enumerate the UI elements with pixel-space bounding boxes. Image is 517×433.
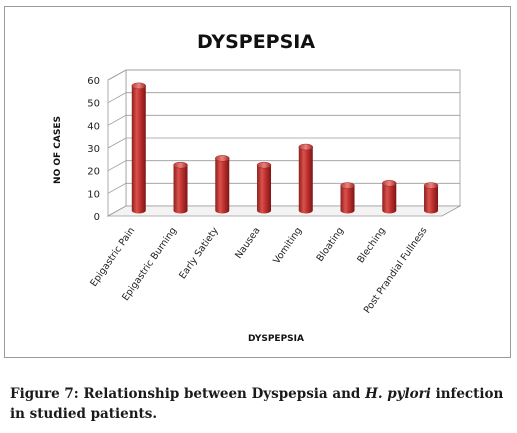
x-tick-label: Bleching — [355, 225, 387, 265]
y-tick-label: 50 — [87, 99, 100, 110]
x-tick-label: Bloating — [315, 225, 347, 263]
bar — [173, 161, 188, 214]
bar-body — [424, 185, 439, 214]
bar-body — [257, 165, 272, 214]
bar-body — [173, 165, 188, 214]
gridline — [107, 69, 460, 81]
x-axis-label: DYSPEPSIA — [248, 334, 304, 344]
y-tick-label: 10 — [87, 189, 100, 200]
x-tick-label: Nausea — [233, 225, 262, 260]
bar-cap — [215, 155, 230, 162]
bar-cap — [131, 82, 147, 90]
y-tick-label: 30 — [87, 144, 100, 155]
y-tick-label: 60 — [87, 76, 100, 87]
bar-body — [131, 85, 146, 214]
bar-body — [382, 183, 397, 214]
y-axis-label: NO OF CASES — [53, 116, 63, 184]
caption-prefix: Figure 7: Relationship between Dyspepsia… — [10, 386, 361, 402]
bar-body — [215, 158, 230, 214]
bar — [131, 82, 147, 214]
plot-floor — [106, 205, 462, 217]
bar-cap — [298, 143, 314, 151]
plot-floor-plane — [106, 205, 462, 217]
y-tick-label: 20 — [87, 167, 100, 178]
bar-cap — [423, 182, 439, 189]
y-tick-label: 0 — [94, 212, 100, 223]
bar-body — [340, 185, 355, 214]
x-tick-label: Epigastric Pain — [88, 225, 137, 288]
bar-cap — [340, 182, 355, 189]
y-tick-label: 40 — [87, 121, 100, 132]
bar — [298, 143, 314, 214]
gridline — [107, 137, 460, 149]
plot-back-wall — [107, 69, 461, 217]
y-tick-labels: 0 10 20 30 40 50 60 — [87, 76, 100, 223]
figure-caption: Figure 7: Relationship between Dyspepsia… — [10, 384, 510, 424]
bar-cap — [173, 161, 188, 169]
gridline — [107, 160, 460, 172]
bar — [340, 182, 355, 214]
gridline — [107, 114, 460, 126]
bar — [215, 155, 230, 214]
bar-cap — [382, 180, 397, 187]
bar-chart: 0 10 20 30 40 50 60 Epigastric PainEpigastric … — [53, 31, 462, 344]
bar — [382, 180, 397, 214]
gridline — [107, 92, 460, 104]
caption-suffix: infection in studied patients. — [10, 386, 504, 422]
caption-italic: H. pylori — [365, 386, 431, 402]
x-tick-label: Vomiting — [271, 225, 304, 266]
bar-body — [298, 147, 313, 214]
bars — [131, 82, 439, 214]
bar — [423, 182, 439, 214]
bar — [256, 161, 272, 214]
chart-title: DYSPEPSIA — [197, 31, 315, 53]
bar-cap — [256, 161, 272, 169]
x-tick-label: Early Satiety — [177, 225, 221, 281]
